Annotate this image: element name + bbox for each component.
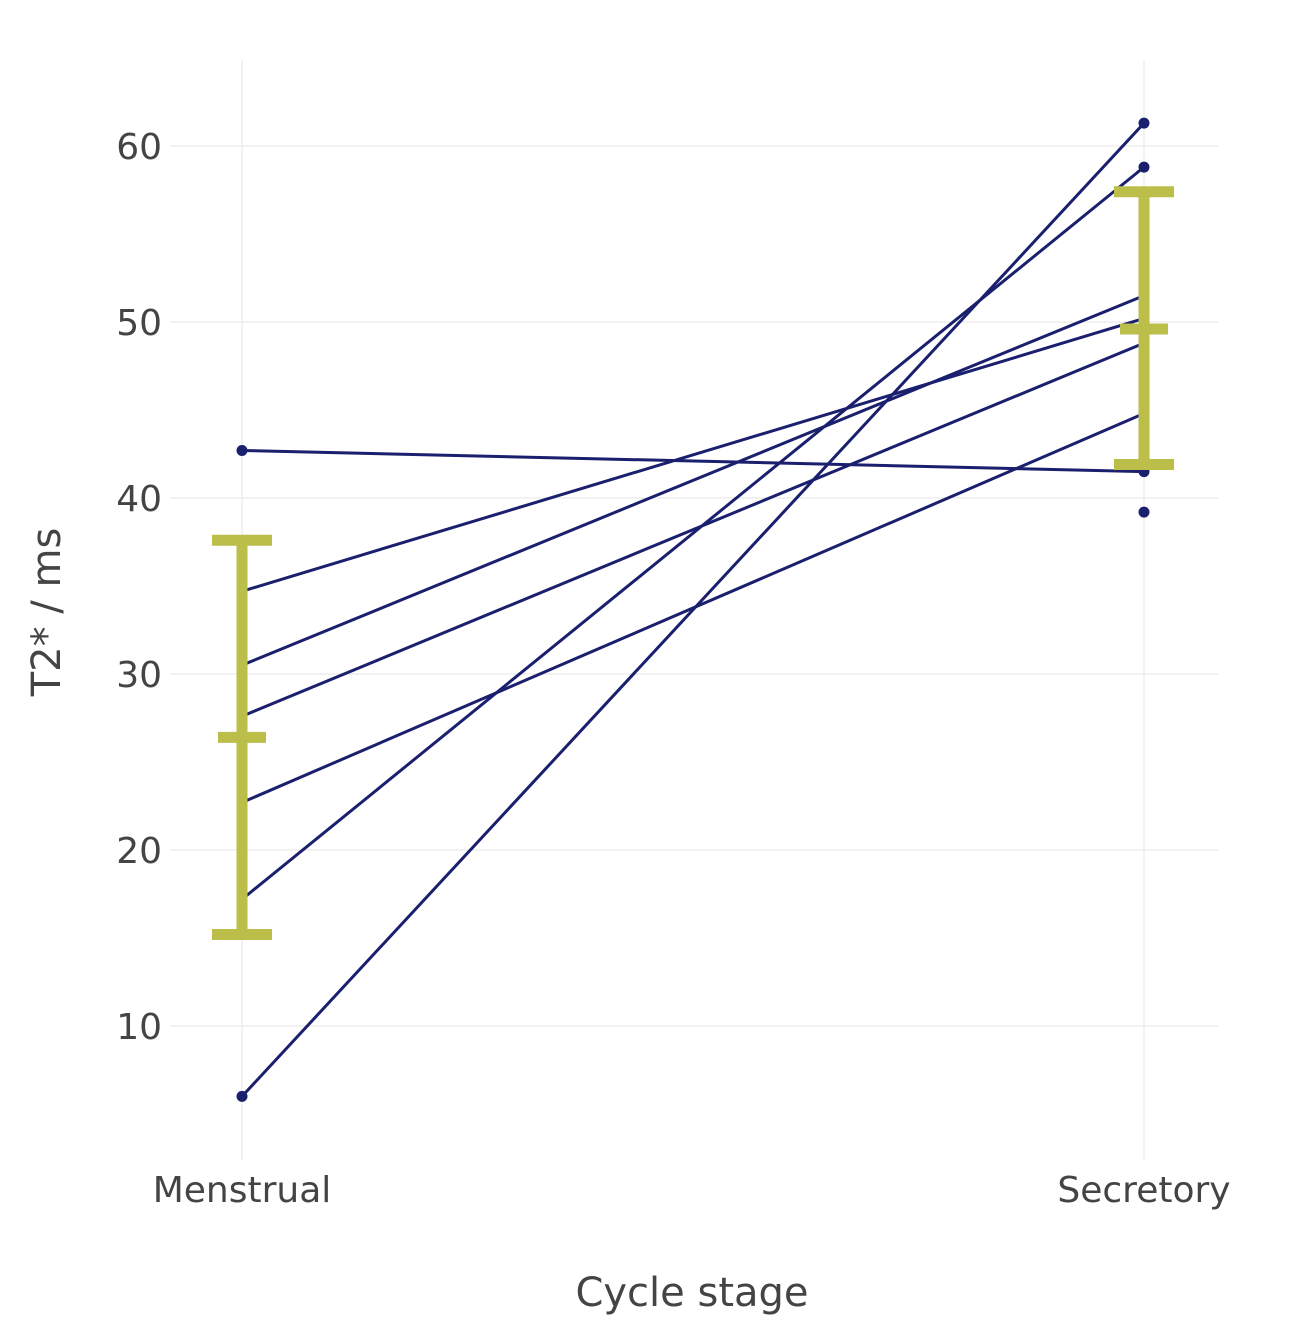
y-tick-label-40: 40 [116,479,162,520]
series-line-subject-2 [240,165,1146,901]
x-axis-title: Cycle stage [575,1270,808,1316]
y-tick-label-10: 10 [116,1007,162,1048]
series-line-subject-5 [240,294,1146,667]
series-line-subject-3 [240,412,1146,804]
y-tick-label-60: 60 [116,127,162,168]
series-line-subject-6 [240,316,1146,593]
x-tick-label-secretory: Secretory [1057,1170,1230,1211]
data-point-subject-1-menstrual [236,1090,248,1102]
y-tick-label-50: 50 [116,303,162,344]
series-line-subject-1 [240,121,1146,1098]
y-axis-title: T2* / ms [24,528,70,698]
x-tick-label-menstrual: Menstrual [153,1170,332,1211]
series-line-subject-4 [240,341,1146,718]
data-point-subject-1-secretory [1138,117,1150,129]
y-tick-label-30: 30 [116,655,162,696]
data-point-extra-0-secretory [1138,506,1150,518]
error-bars [212,186,1174,940]
axis-ticks: 10 20 30 40 50 60 Menstrual Secretory [116,127,1230,1211]
data-point-subject-7-menstrual [236,444,248,456]
series-line-subject-7 [240,448,1146,474]
y-tick-label-20: 20 [116,831,162,872]
series-lines [236,117,1150,1102]
data-point-subject-2-secretory [1138,161,1150,173]
